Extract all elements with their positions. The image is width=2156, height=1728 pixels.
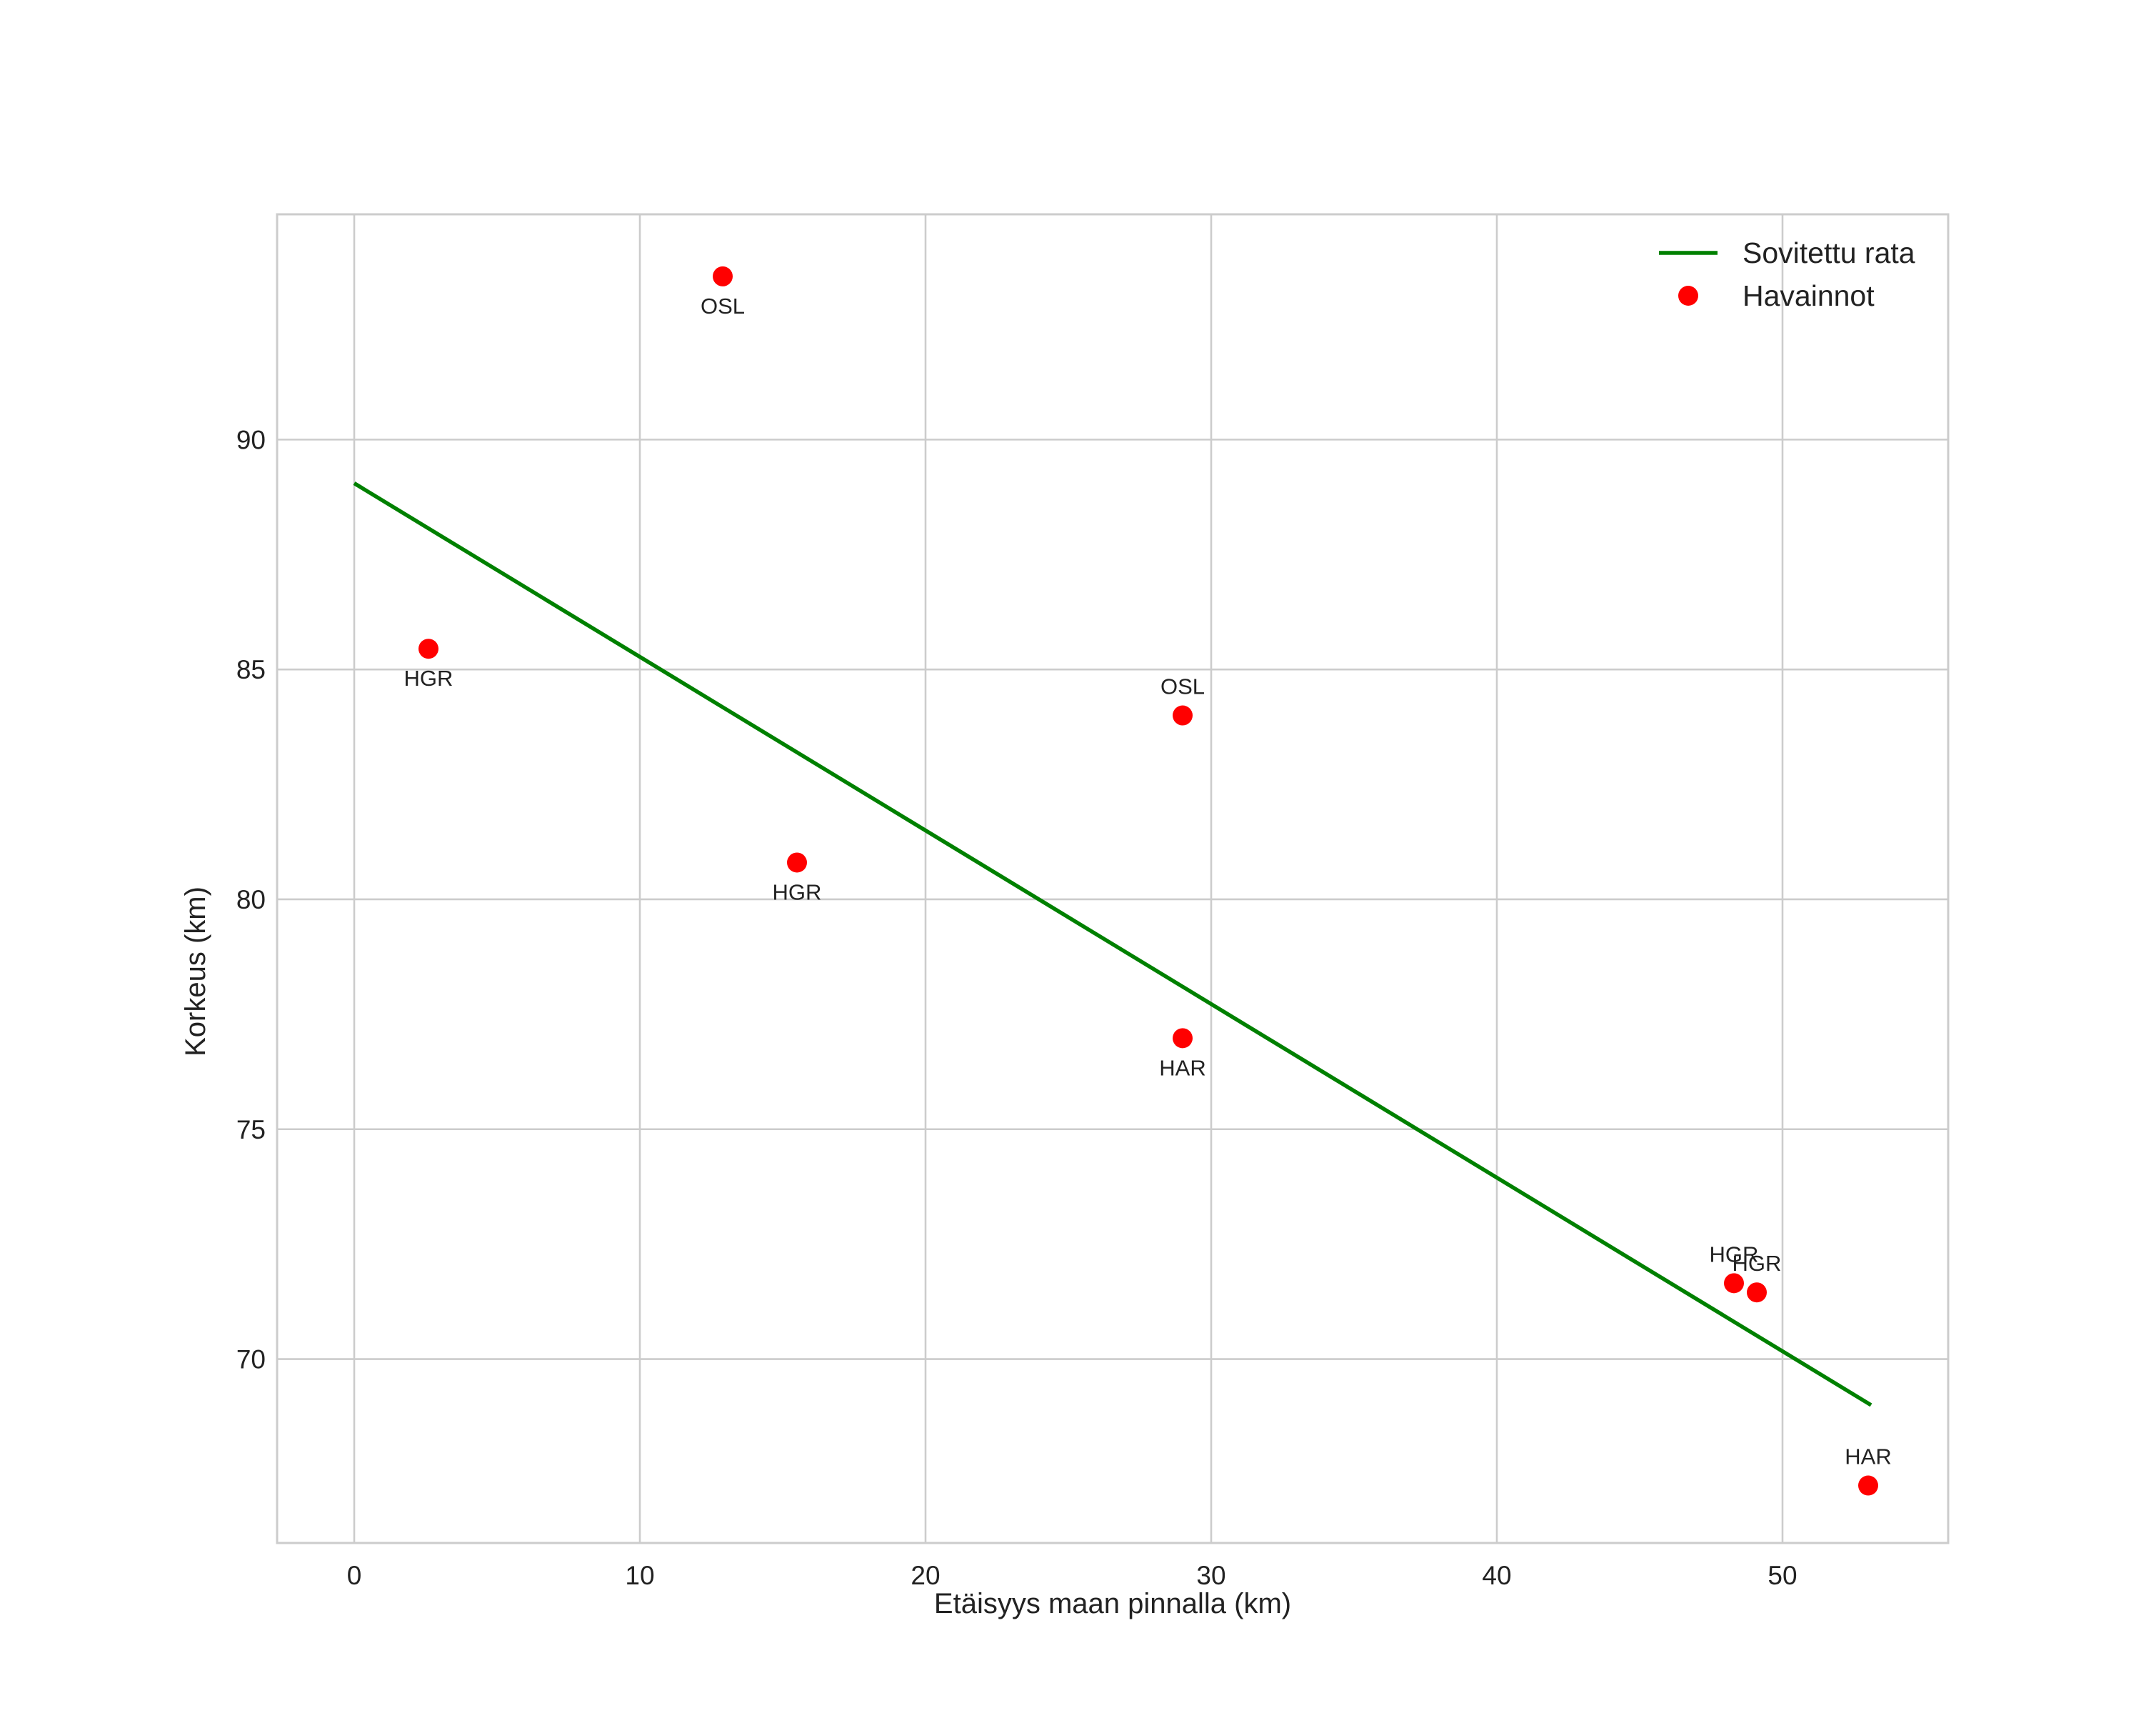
y-tick-label: 80 bbox=[236, 885, 266, 914]
y-tick-label: 85 bbox=[236, 655, 266, 684]
x-tick-label: 40 bbox=[1482, 1561, 1511, 1590]
observation-point bbox=[418, 639, 438, 659]
x-tick-label: 0 bbox=[347, 1561, 362, 1590]
legend-dot-swatch bbox=[1678, 286, 1698, 306]
observation-point bbox=[713, 266, 733, 286]
x-tick-label: 30 bbox=[1196, 1561, 1225, 1590]
observation-label: OSL bbox=[701, 294, 745, 319]
legend-label-fitted-path: Sovitettu rata bbox=[1743, 236, 1915, 269]
observation-point bbox=[1173, 705, 1193, 726]
y-tick-label: 90 bbox=[236, 425, 266, 454]
y-axis-label: Korkeus (km) bbox=[180, 887, 211, 1057]
x-tick-label: 50 bbox=[1768, 1561, 1797, 1590]
observation-point bbox=[1747, 1282, 1767, 1303]
observation-point bbox=[1173, 1028, 1193, 1049]
observation-point bbox=[1724, 1273, 1744, 1294]
observation-label: HGR bbox=[404, 666, 453, 691]
grid bbox=[277, 214, 1948, 1543]
plot-frame bbox=[276, 213, 1950, 1544]
observation-label: HGR bbox=[1733, 1251, 1782, 1276]
x-tick-label: 10 bbox=[625, 1561, 654, 1590]
y-tick-label: 70 bbox=[236, 1345, 266, 1374]
observation-label: OSL bbox=[1160, 674, 1205, 699]
x-tick-label: 20 bbox=[911, 1561, 940, 1590]
observation-label: HAR bbox=[1845, 1444, 1891, 1469]
observation-point bbox=[787, 852, 807, 873]
tick-labels: 0 10 20 30 40 50 70 75 80 85 90 bbox=[236, 425, 1797, 1590]
legend-label-observations: Havainnot bbox=[1743, 279, 1875, 312]
fitted-path-line bbox=[353, 481, 1872, 1407]
x-axis-label: Etäisyys maan pinnalla (km) bbox=[934, 1588, 1291, 1619]
observation-label: HGR bbox=[773, 879, 822, 904]
y-tick-label: 75 bbox=[236, 1115, 266, 1144]
observation-point bbox=[1858, 1475, 1878, 1496]
observation-label: HGR bbox=[1710, 1242, 1759, 1267]
observation-label: HAR bbox=[1159, 1055, 1205, 1080]
legend: Sovitettu rata Havainnot bbox=[1659, 236, 1915, 312]
